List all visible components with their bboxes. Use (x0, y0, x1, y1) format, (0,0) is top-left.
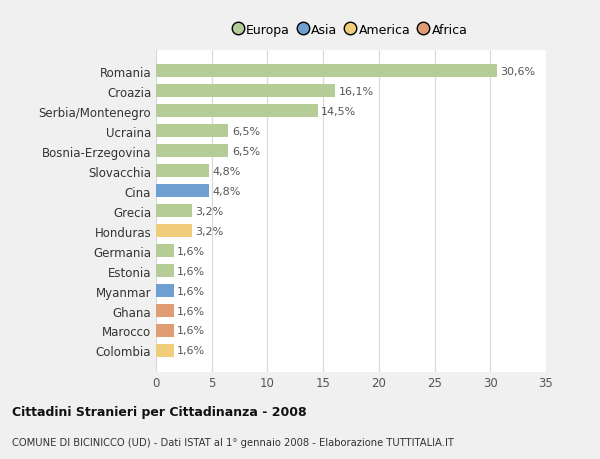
Text: 1,6%: 1,6% (177, 306, 205, 316)
Legend: Europa, Asia, America, Africa: Europa, Asia, America, Africa (231, 20, 471, 40)
Text: COMUNE DI BICINICCO (UD) - Dati ISTAT al 1° gennaio 2008 - Elaborazione TUTTITAL: COMUNE DI BICINICCO (UD) - Dati ISTAT al… (12, 437, 454, 447)
Bar (156, 65, 497, 78)
Bar (156, 145, 229, 158)
Text: 1,6%: 1,6% (177, 326, 205, 336)
Text: 6,5%: 6,5% (232, 126, 260, 136)
Text: 16,1%: 16,1% (339, 87, 374, 96)
Bar (156, 325, 174, 337)
Bar (156, 85, 335, 98)
Text: 6,5%: 6,5% (232, 146, 260, 157)
Bar (156, 245, 174, 257)
Text: 1,6%: 1,6% (177, 286, 205, 296)
Text: 4,8%: 4,8% (213, 186, 241, 196)
Text: 3,2%: 3,2% (195, 206, 223, 216)
Text: 4,8%: 4,8% (213, 166, 241, 176)
Bar (156, 125, 229, 138)
Bar (156, 344, 174, 357)
Bar (156, 304, 174, 317)
Bar (156, 105, 317, 118)
Text: 30,6%: 30,6% (500, 67, 535, 77)
Bar (156, 205, 191, 218)
Text: 1,6%: 1,6% (177, 266, 205, 276)
Bar (156, 264, 174, 277)
Bar (156, 165, 209, 178)
Text: 3,2%: 3,2% (195, 226, 223, 236)
Text: 1,6%: 1,6% (177, 246, 205, 256)
Text: 14,5%: 14,5% (321, 106, 356, 117)
Text: Cittadini Stranieri per Cittadinanza - 2008: Cittadini Stranieri per Cittadinanza - 2… (12, 405, 307, 419)
Bar (156, 224, 191, 238)
Bar (156, 285, 174, 297)
Text: 1,6%: 1,6% (177, 346, 205, 356)
Bar (156, 185, 209, 198)
